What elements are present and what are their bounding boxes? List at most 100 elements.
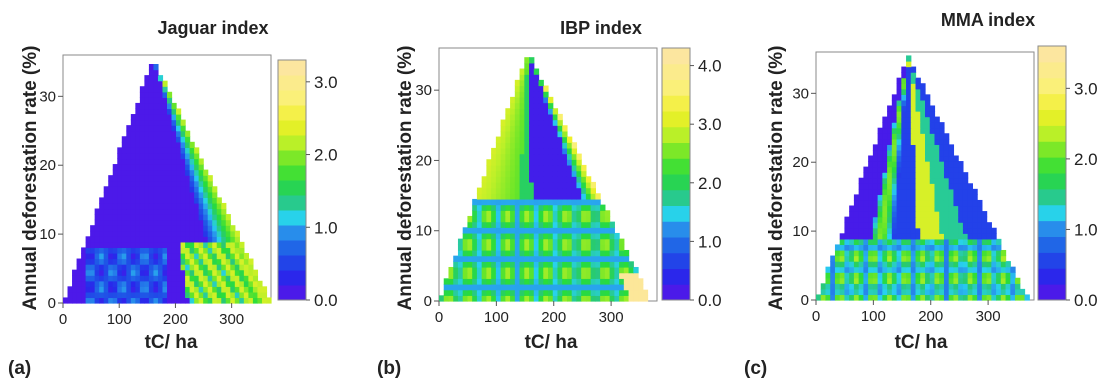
heatmap-cell (121, 236, 127, 243)
heatmap-cell (896, 249, 902, 257)
heatmap-cell (934, 205, 940, 212)
heatmap-cell (167, 269, 173, 276)
heatmap-cell (216, 291, 222, 299)
heatmap-cell (934, 138, 940, 145)
heatmap-cell (576, 210, 582, 217)
heatmap-cell (939, 211, 945, 218)
heatmap-cell (877, 261, 883, 268)
colorbar: 0.01.02.03.0 (1037, 45, 1098, 310)
heatmap-cell (929, 249, 936, 257)
heatmap-cell (958, 272, 964, 279)
heatmap-cell (609, 227, 615, 234)
heatmap-cell (962, 283, 969, 290)
heatmap-cell (130, 147, 136, 154)
heatmap-cell (948, 149, 955, 157)
heatmap-cell (90, 291, 96, 299)
heatmap-cell (162, 141, 168, 148)
heatmap-cell (877, 166, 883, 173)
heatmap-cell (986, 266, 992, 273)
heatmap-cell (457, 261, 464, 268)
heatmap-cell (920, 288, 926, 296)
heatmap-cell (906, 122, 912, 129)
heatmap-cell (562, 147, 568, 155)
heatmap-cell (167, 130, 173, 137)
heatmap-cell (135, 191, 141, 198)
heatmap-cell (225, 269, 231, 276)
heatmap-cell (148, 69, 155, 76)
heatmap-cell (180, 280, 186, 287)
heatmap-cell (486, 272, 492, 279)
heatmap-cell (901, 83, 907, 90)
heatmap-cell (543, 295, 549, 302)
heatmap-cell (849, 216, 855, 223)
heatmap-cell (915, 88, 921, 95)
heatmap-cell (600, 283, 606, 291)
heatmap-cell (996, 277, 1002, 284)
heatmap-cell (519, 125, 525, 132)
heatmap-cell (887, 255, 893, 262)
heatmap-cell (112, 297, 118, 304)
heatmap-cell (130, 186, 136, 193)
heatmap-cell (906, 277, 912, 284)
heatmap-cell (126, 197, 132, 204)
heatmap-cell (495, 227, 502, 234)
heatmap-cell (600, 272, 606, 279)
heatmap-cell (135, 291, 141, 299)
heatmap-cell (85, 258, 91, 265)
heatmap-cell (486, 261, 492, 268)
heatmap-cell (948, 244, 955, 251)
heatmap-cell (510, 295, 516, 302)
heatmap-cell (896, 133, 902, 140)
heatmap-cell (203, 202, 209, 210)
heatmap-cell (929, 211, 936, 218)
heatmap-cell (495, 153, 502, 160)
heatmap-cell (162, 97, 168, 104)
heatmap-cell (887, 138, 893, 145)
colorbar-tick-label: 3.0 (698, 115, 722, 134)
heatmap-cell (162, 180, 168, 187)
heatmap-cell (144, 247, 150, 254)
heatmap-cell (207, 175, 213, 182)
heatmap-cell (135, 108, 141, 115)
heatmap-cell (472, 244, 478, 251)
heatmap-cell (566, 221, 573, 228)
heatmap-cell (910, 283, 917, 290)
heatmap-cell (139, 158, 145, 165)
heatmap-cell (543, 198, 549, 206)
heatmap-cell (514, 210, 521, 217)
heatmap-cell (609, 232, 615, 240)
heatmap-cell (891, 294, 898, 301)
heatmap-cell (891, 233, 898, 240)
colorbar-step (662, 79, 690, 96)
heatmap-cell (977, 272, 983, 279)
heatmap-cell (185, 202, 191, 210)
heatmap-cell (972, 283, 978, 290)
heatmap-cell (548, 238, 554, 245)
heatmap-cell (920, 161, 926, 168)
heatmap-cell (552, 125, 559, 132)
heatmap-cell (207, 197, 213, 204)
heatmap-cell (896, 227, 902, 234)
heatmap-cell (514, 181, 521, 189)
heatmap-cell (198, 158, 204, 165)
heatmap-cell (243, 264, 249, 271)
heatmap-cell (962, 294, 969, 301)
heatmap-cell (906, 283, 912, 290)
heatmap-cell (571, 181, 578, 189)
y-tick-label: 10 (792, 223, 809, 240)
heatmap-cell (543, 289, 549, 296)
heatmap-cell (977, 288, 983, 296)
heatmap-cell (510, 266, 516, 274)
heatmap-cell (476, 283, 483, 291)
heatmap-cell (538, 136, 544, 143)
heatmap-cell (868, 183, 874, 190)
heatmap-cell (524, 142, 530, 149)
heatmap-cell (505, 255, 511, 262)
heatmap-cell (896, 94, 902, 101)
heatmap-cell (986, 283, 992, 290)
heatmap-cell (533, 278, 540, 285)
heatmap-cell (176, 114, 182, 121)
heatmap-cell (491, 295, 497, 302)
heatmap-cell (1000, 277, 1007, 284)
heatmap-cell (216, 197, 222, 204)
